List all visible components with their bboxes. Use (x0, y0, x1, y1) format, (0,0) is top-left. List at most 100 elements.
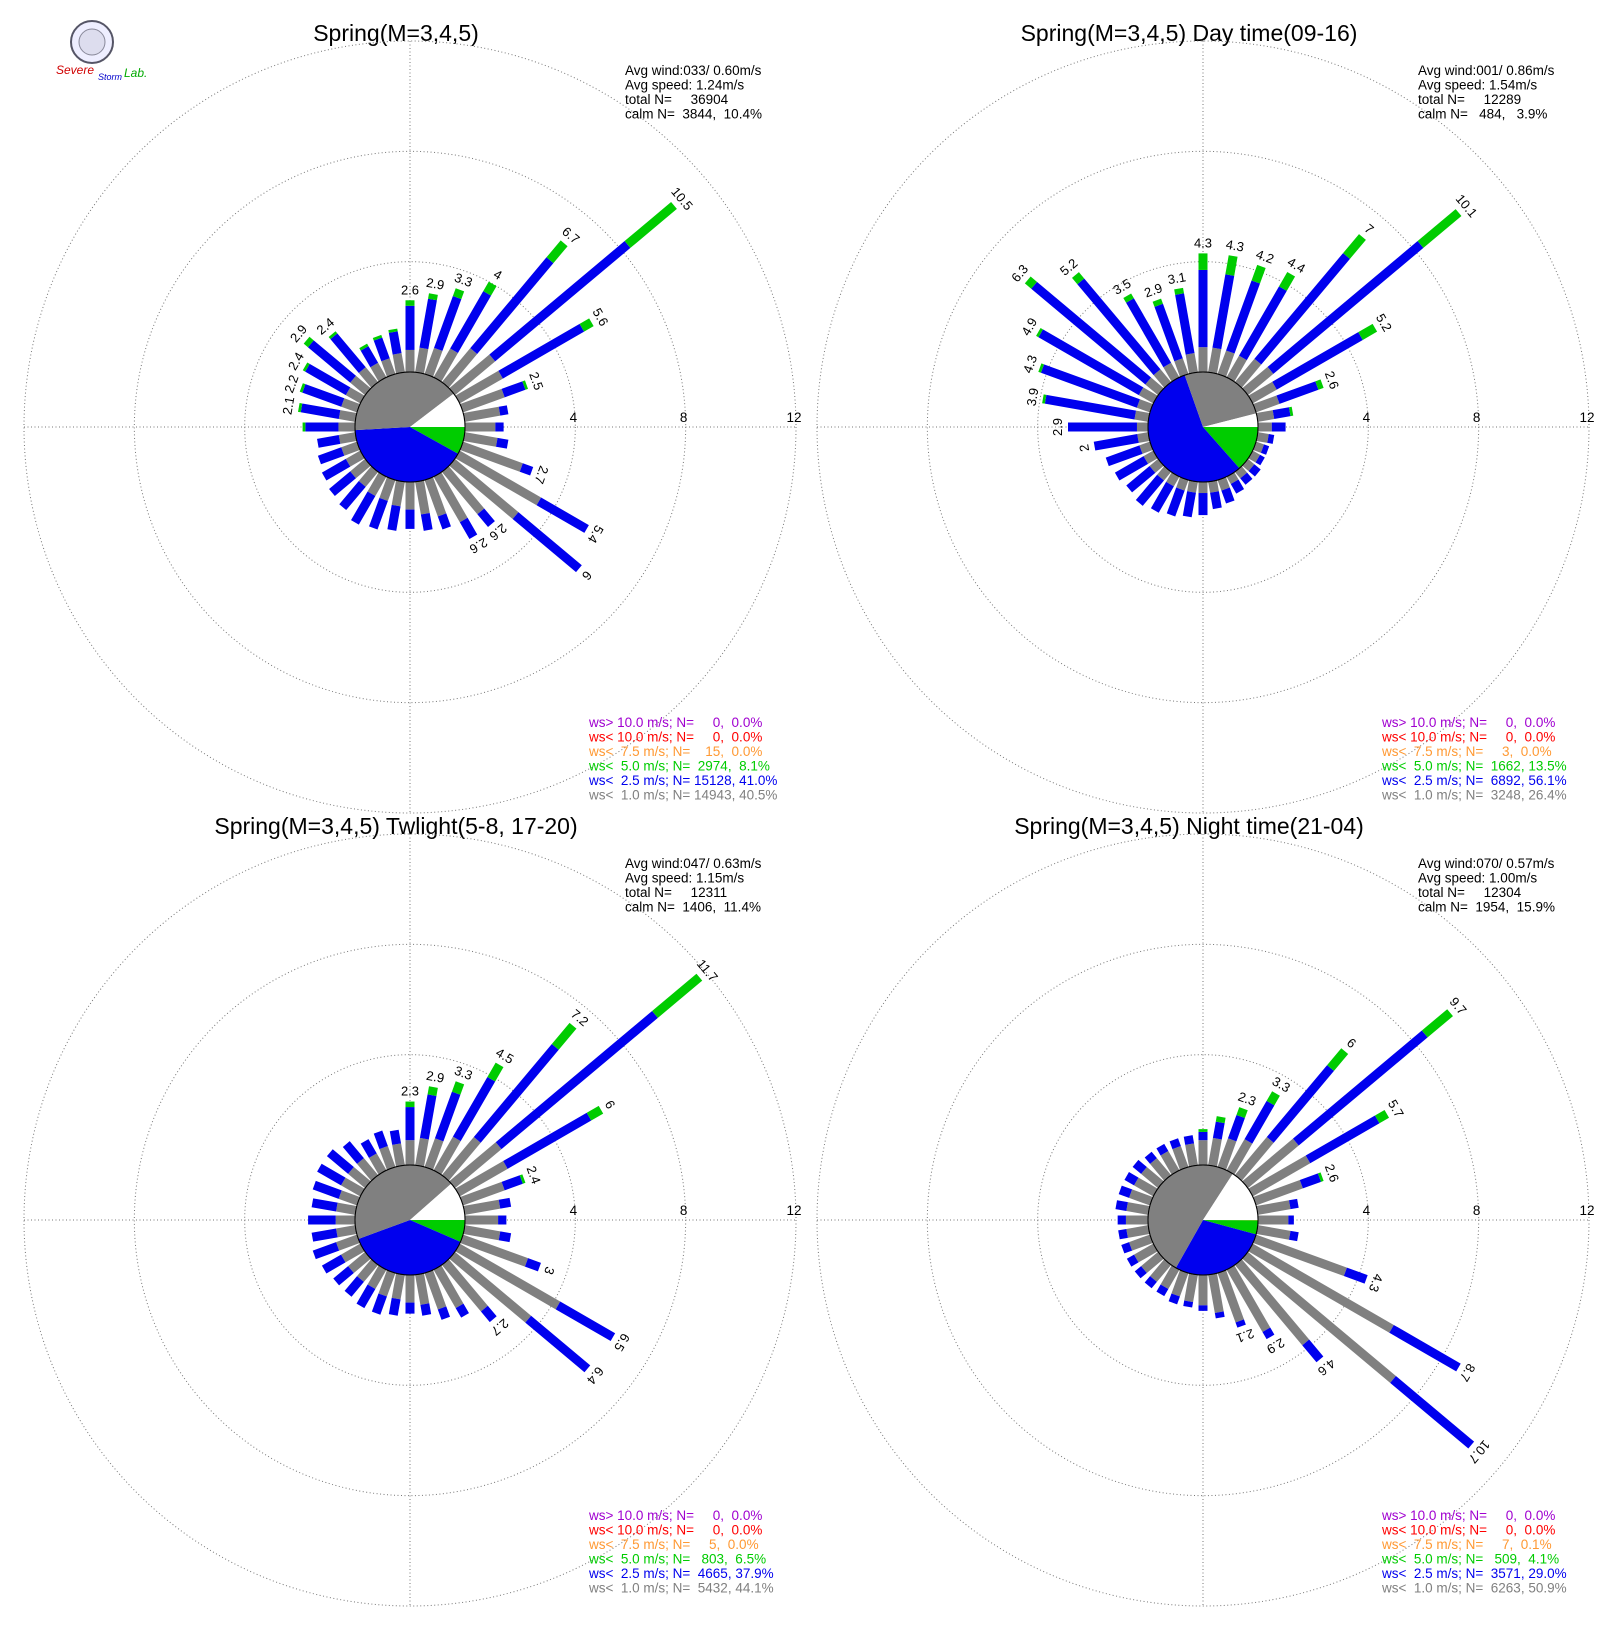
bar-label: 2.6 (1322, 369, 1342, 391)
bar-segment (405, 509, 415, 529)
bar-segment (551, 1022, 577, 1050)
stat-line: Avg speed: 1.00m/s (1418, 871, 1537, 886)
bar-label: 4 (491, 266, 505, 283)
bar-segment (455, 1303, 469, 1318)
bar-segment (1267, 241, 1424, 374)
bar-segment (1234, 466, 1248, 479)
bar-segment (342, 1141, 364, 1164)
bar-segment (1255, 454, 1265, 466)
ring (1037, 261, 1369, 593)
bar-segment (433, 348, 458, 382)
stat-line: Avg wind:047/ 0.63m/s (625, 856, 762, 871)
pie-slice (355, 372, 454, 431)
bar-segment (1230, 479, 1245, 494)
pie-slice (410, 1183, 465, 1220)
legend-entry: ws> 10.0 m/s; N= 0, 0.0% (588, 715, 762, 730)
bar-segment (546, 240, 568, 264)
pie-slice (1184, 372, 1257, 427)
wind-rose: Spring(M=3,4,5) Twlight(5-8, 17-20) 4 8 12 A… (23, 813, 802, 1607)
bar-label: 4.3 (1366, 1272, 1386, 1294)
ring-label: 8 (680, 1203, 688, 1218)
stat-line: calm N= 1954, 15.9% (1418, 900, 1555, 915)
bar-segment (1242, 458, 1255, 472)
bar-segment (1212, 1121, 1225, 1140)
ring (816, 833, 1590, 1607)
bar-segment (1256, 1200, 1291, 1215)
stat-line: calm N= 1406, 11.4% (625, 900, 761, 915)
bar-segment (449, 1142, 502, 1189)
legend-entry: ws< 7.5 m/s; N= 5, 0.0% (588, 1537, 759, 1552)
bar-segment (1317, 1172, 1324, 1182)
bar-segment (1226, 1139, 1253, 1175)
bar-segment (1038, 363, 1044, 373)
bar-segment (463, 406, 501, 422)
bar-label: 3 (541, 1265, 558, 1277)
bar-segment (1153, 369, 1172, 388)
bar-label: 6 (1344, 1035, 1359, 1051)
bar-segment (1258, 1215, 1289, 1225)
bar-segment (348, 1167, 371, 1189)
bar-segment (302, 422, 306, 432)
bar-segment (1242, 366, 1274, 396)
bar-segment (1256, 432, 1269, 443)
ring-label: 12 (1579, 410, 1594, 425)
bar-segment (1157, 466, 1172, 481)
bar-segment (1182, 491, 1196, 518)
bar-label: 4.2 (1254, 246, 1276, 266)
bar-segment (495, 437, 509, 449)
bar-segment (1288, 1230, 1299, 1242)
legend-entry: ws> 10.0 m/s; N= 0, 0.0% (588, 1508, 762, 1523)
chart-title: Spring(M=3,4,5) (313, 20, 479, 46)
bar-label: 2.5 (526, 370, 546, 392)
bar-segment (338, 1190, 360, 1206)
bar-segment (388, 328, 398, 333)
ring-label: 12 (1579, 1203, 1594, 1218)
bar-label: 2.6 (1322, 1162, 1342, 1184)
bar-segment (1126, 1254, 1139, 1267)
bar-segment (1272, 332, 1363, 390)
bar-label: 2.9 (425, 1068, 445, 1086)
bar-segment (1040, 364, 1140, 408)
bar-segment (369, 497, 388, 530)
bar-segment (434, 1091, 461, 1142)
bar-segment (1156, 1143, 1169, 1156)
bar-segment (424, 347, 443, 377)
bar-segment (351, 491, 376, 525)
bar-segment (1185, 1143, 1198, 1167)
bar-segment (415, 480, 430, 515)
bar-segment (1093, 434, 1139, 451)
bar-segment (336, 1202, 357, 1215)
bar-segment (1212, 274, 1235, 350)
bar-segment (341, 441, 360, 456)
bar-label: 2.9 (1142, 280, 1164, 300)
bar-segment (1260, 444, 1270, 455)
legend-entry: ws< 10.0 m/s; N= 0, 0.0% (1381, 730, 1555, 745)
bar-segment (498, 405, 509, 416)
bar-segment (350, 458, 371, 479)
bar-segment (424, 1138, 444, 1170)
legend-entry: ws< 7.5 m/s; N= 15, 0.0% (588, 744, 762, 759)
bar-segment (428, 293, 438, 301)
bar-label: 2.2 (281, 373, 301, 395)
bar-segment (326, 1149, 354, 1174)
bar-segment (336, 1225, 357, 1238)
bar-segment (1417, 209, 1462, 248)
bar-label: 3.1 (1167, 269, 1187, 287)
bar-segment (341, 398, 360, 413)
bar-label: 6 (579, 568, 595, 583)
bar-label: 6 (602, 1098, 619, 1112)
bar-label: 4.3 (1194, 235, 1212, 250)
calm-circle-outline (1147, 1164, 1259, 1276)
calm-circle-outline (1147, 371, 1259, 483)
bar-segment (519, 1174, 526, 1184)
bar-segment (441, 466, 485, 515)
legend-entry: ws> 10.0 m/s; N= 0, 0.0% (1381, 1508, 1555, 1523)
chart-title: Spring(M=3,4,5) Twlight(5-8, 17-20) (214, 813, 577, 839)
bar-segment (391, 480, 405, 507)
wind-rose: Spring(M=3,4,5) Day time(09-16) 4 8 12 Avg w… (816, 20, 1595, 814)
bar-segment (1198, 253, 1208, 270)
bar-segment (1208, 1273, 1224, 1313)
bar-segment (1256, 410, 1275, 422)
bar-segment (1221, 487, 1235, 504)
bar-segment (1198, 1129, 1208, 1132)
